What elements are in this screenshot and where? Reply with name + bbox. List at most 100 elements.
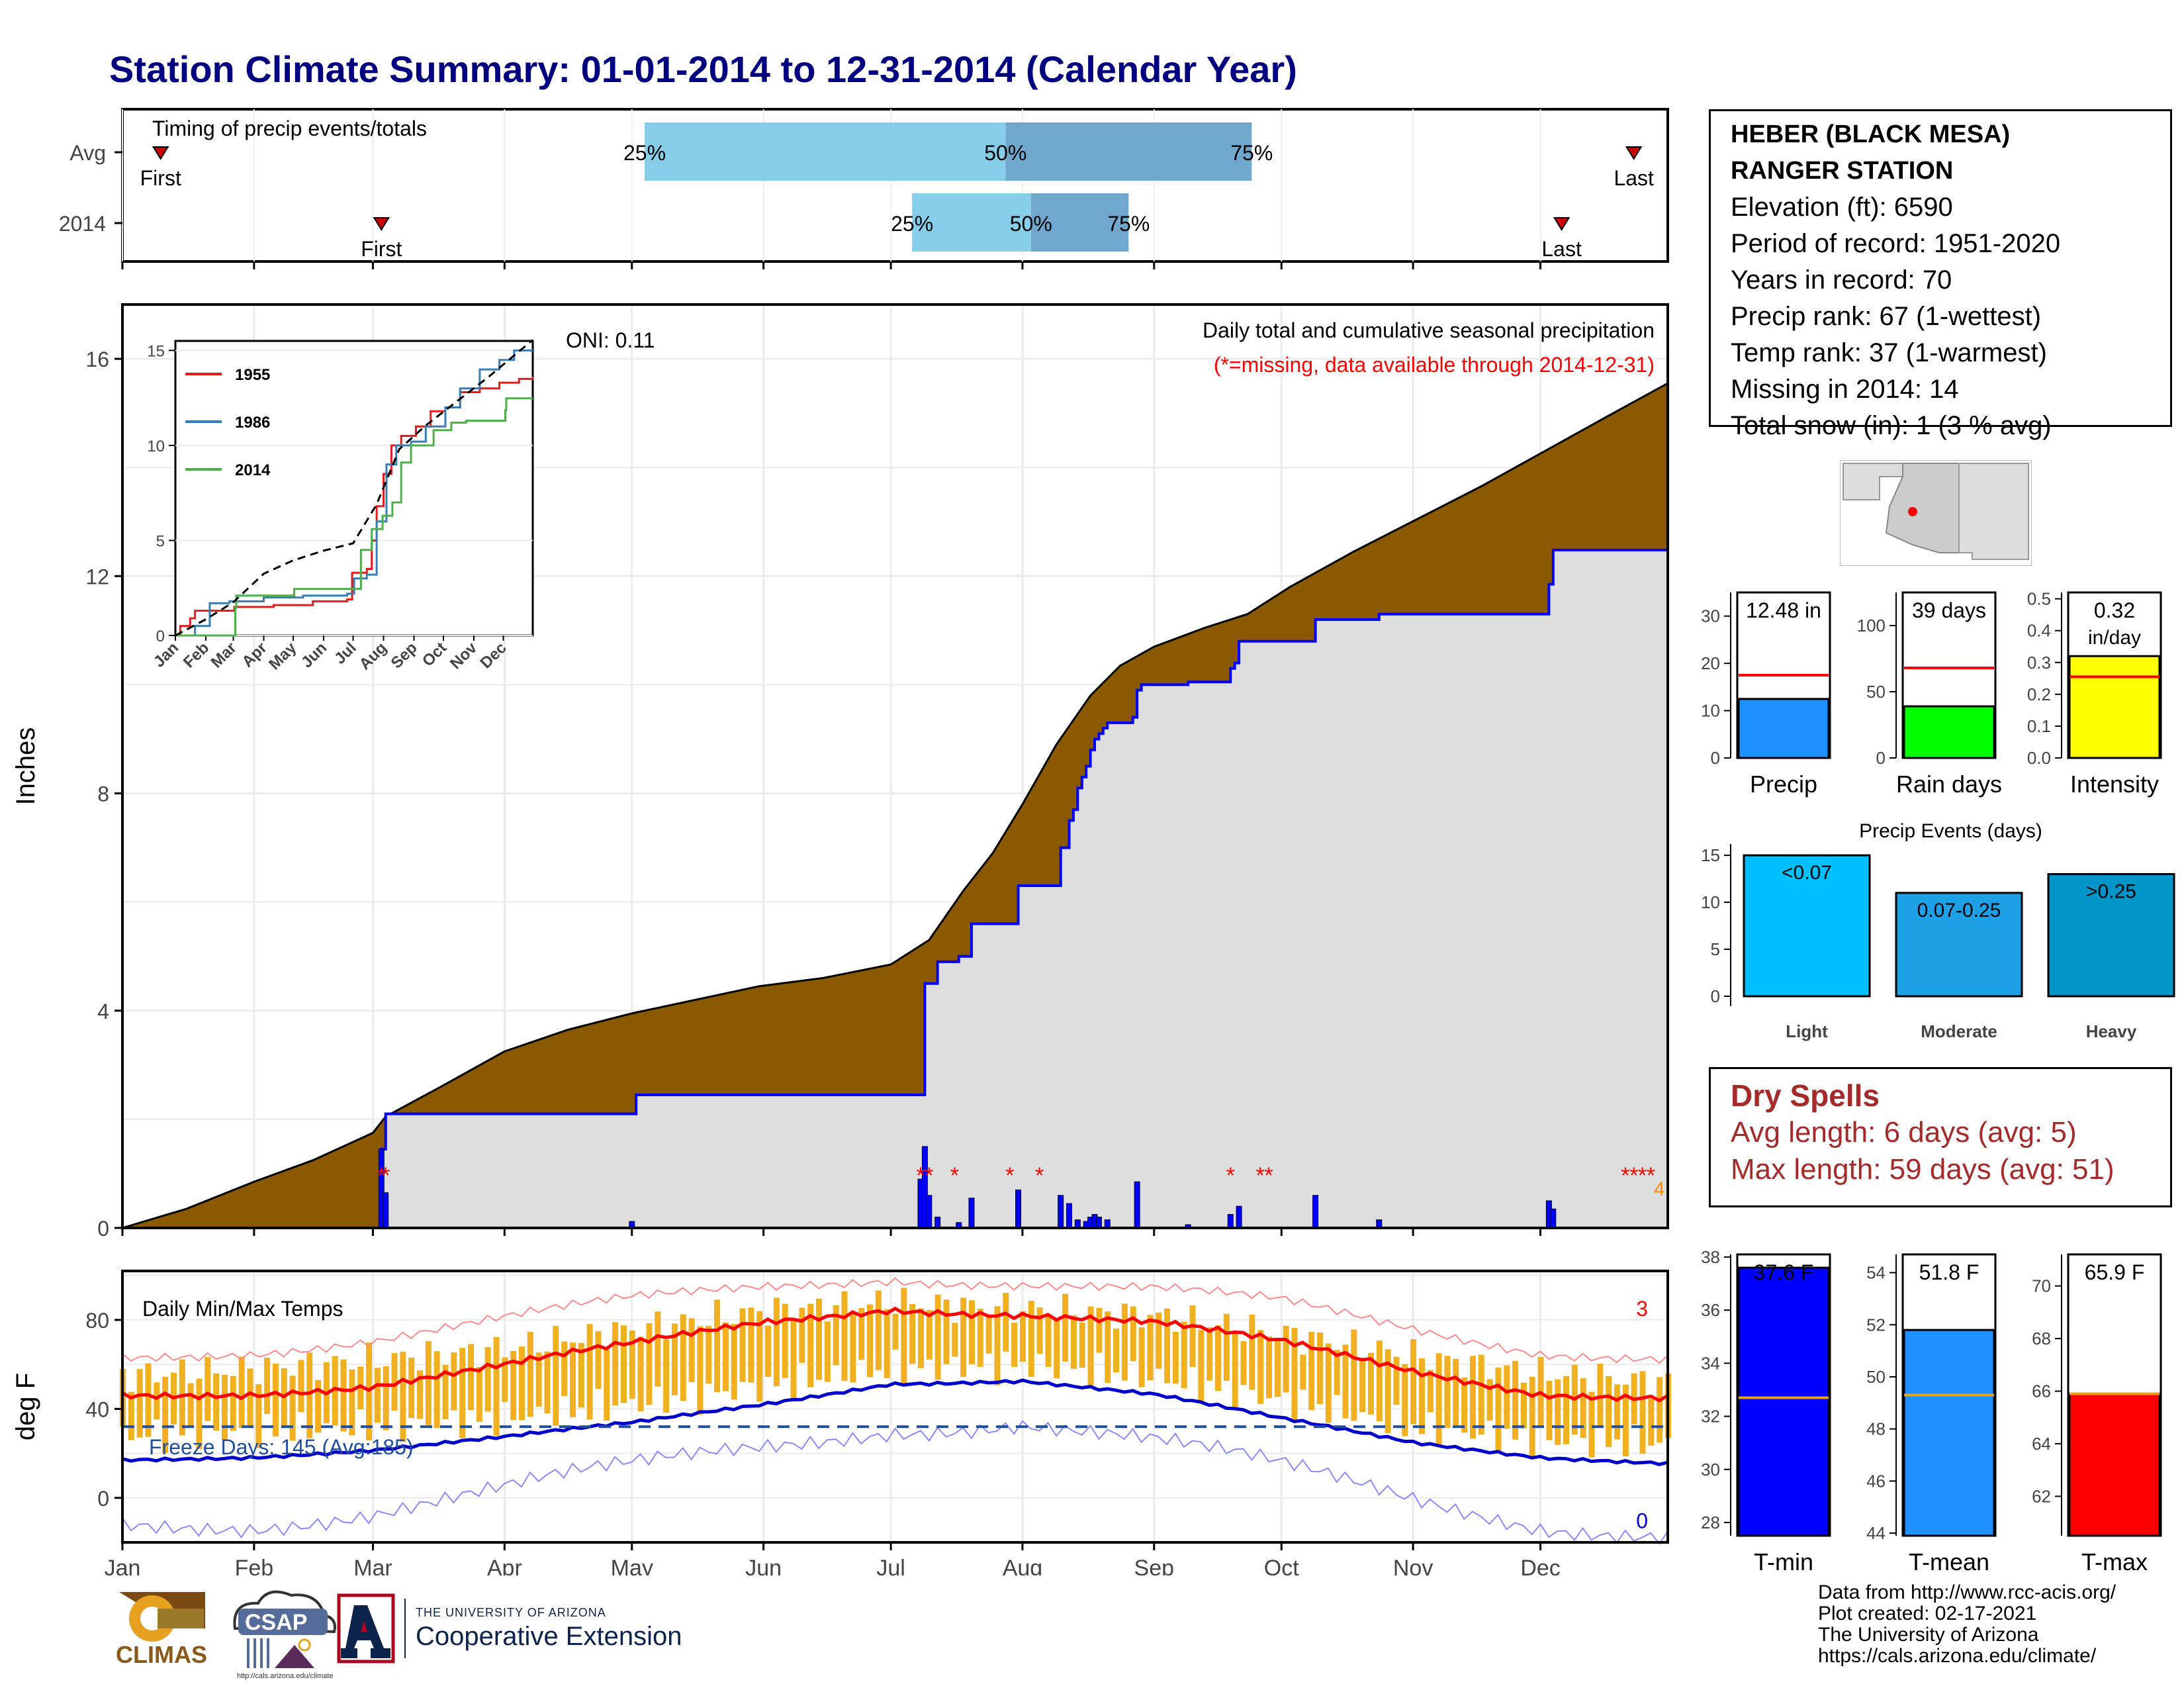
precip-y-tick-label: 8 [97,782,109,806]
temperature-summary-charts: 28 30 32 34 36 38 37.6 F T-min 44 46 48 50 52 54 51.8 … [1701,1247,2162,1575]
totals-intensity-bar [2068,655,2161,759]
missing-day-marker: * [925,1163,933,1188]
precip-y-tick-label: 0 [97,1217,109,1241]
daily-temp-bar [332,1356,338,1426]
csap-url-text: http://cals.arizona.edu/climate [237,1672,334,1680]
daily-precip-bar [1227,1213,1234,1229]
daily-temp-bar [1189,1305,1196,1368]
daily-temp-bar [1240,1341,1247,1385]
daily-temp-bar [417,1370,424,1419]
daily-temp-bar [807,1303,814,1387]
daily-temp-bar [1147,1315,1154,1381]
precip-chart-subtitle: (*=missing, data available through 2014-… [1214,353,1655,377]
daily-temp-bar [442,1365,449,1420]
daily-temp-bar [680,1314,686,1401]
daily-temp-bar [1283,1325,1289,1393]
daily-temp-bar [1274,1338,1281,1397]
daily-temp-bar [1249,1314,1255,1390]
events-y-tick-label: 0 [1711,986,1720,1006]
min-missing-label: 0 [1636,1509,1648,1532]
daily-temp-bar [1418,1358,1425,1434]
daily-temp-bar [612,1322,619,1406]
credits-plot-created: Plot created: 02-17-2021 [1818,1603,2037,1624]
precip-events-chart: Precip Events (days) 0 5 10 15 <0.07 Light 0.07… [1701,820,2175,1041]
daily-temp-bar [1580,1378,1586,1438]
temp-month-label: Nov [1393,1556,1433,1575]
timing-bar-25-50 [645,122,1006,181]
temp-month-label: Jan [105,1556,141,1575]
temp-month-label: Apr [487,1556,522,1575]
locator-map [1840,460,2032,566]
missing-day-marker: * [1264,1163,1273,1188]
tbox-t-max-tick-label: 66 [2032,1382,2051,1401]
daily-temp-bar [1555,1379,1561,1445]
daily-temp-bar [1469,1356,1476,1439]
tbox-t-max-bar [2068,1393,2161,1537]
daily-temp-bar [1036,1307,1043,1354]
tbox-t-mean-bar [1903,1329,1995,1537]
totals-precip-tick-label: 0 [1711,748,1720,768]
daily-temp-bar [1359,1360,1366,1412]
tbox-t-min-tick-label: 32 [1701,1407,1720,1427]
temp-y-tick-label: 0 [97,1487,109,1511]
daily-temp-bar [1639,1371,1646,1454]
missing-day-marker: * [1638,1163,1647,1188]
temp-month-label: Oct [1264,1556,1299,1575]
daily-temp-bar [1206,1327,1213,1381]
daily-temp-bar [1376,1340,1383,1421]
inset-y-tick-label: 5 [156,532,165,550]
totals-rain-days-value-label: 39 days [1912,598,1986,622]
totals-intensity-value-unit: in/day [2088,627,2141,649]
station-temp-rank: Temp rank: 37 (1-warmest) [1731,338,2047,367]
events-category-label: Light [1786,1021,1828,1041]
totals-precip-tick-label: 20 [1701,653,1720,673]
coop-extension-text: Cooperative Extension [416,1622,682,1651]
inset-y-tick-label: 15 [147,342,165,360]
daily-temp-bar [1529,1376,1535,1458]
daily-temp-bar [145,1363,152,1437]
timing-label-first: First [361,237,402,261]
daily-temp-bar [697,1326,704,1415]
daily-temp-bar [1156,1312,1162,1369]
daily-temp-bar [671,1323,678,1395]
dry-spells-avg: Avg length: 6 days (avg: 5) [1731,1116,2077,1149]
daily-temp-bar [1045,1315,1052,1367]
daily-temp-bar [1105,1311,1111,1383]
daily-temp-bar [586,1324,593,1420]
daily-temp-bar [518,1346,525,1421]
daily-temp-bar [705,1325,712,1384]
daily-temp-bar [595,1331,602,1389]
daily-temp-bar [1427,1370,1433,1413]
timing-label-last: Last [1541,237,1582,261]
timing-marker-first [373,217,390,231]
daily-temp-bar [1172,1331,1179,1384]
precip-y-axis-label: Inches [11,727,40,806]
daily-temp-bar [1520,1382,1527,1429]
daily-temp-bar [400,1352,406,1442]
temp-month-label: Jul [876,1556,905,1575]
inset-series-avg [175,339,533,637]
daily-temp-bar [1606,1376,1612,1447]
totals-intensity-tick-label: 0.1 [2027,716,2051,736]
daily-temp-bar [433,1351,440,1429]
daily-temp-bar [858,1307,865,1360]
totals-precip-bar [1737,698,1830,759]
map-newmexico-shape [1958,463,2029,560]
daily-temp-bar [1546,1381,1553,1440]
daily-temp-bar [128,1391,134,1440]
climas-logo-text: CLIMAS [116,1641,207,1668]
missing-day-marker: * [950,1163,959,1188]
events-bar-label: <0.07 [1782,862,1832,884]
daily-temp-bar [340,1359,347,1432]
precip-frame [121,303,1669,1229]
daily-temp-bar [484,1347,491,1412]
timing-label-25: 25% [891,212,933,236]
daily-temp-bar [1444,1356,1451,1429]
station-precip-rank: Precip rank: 67 (1-wettest) [1731,302,2042,331]
daily-temp-bar [901,1288,907,1385]
daily-temp-bar [1657,1377,1663,1443]
daily-temp-bar [917,1308,924,1368]
cumulative-2014-line [122,548,1668,1229]
daily-temp-bar [934,1294,941,1380]
temp-month-label: Jun [745,1556,782,1575]
